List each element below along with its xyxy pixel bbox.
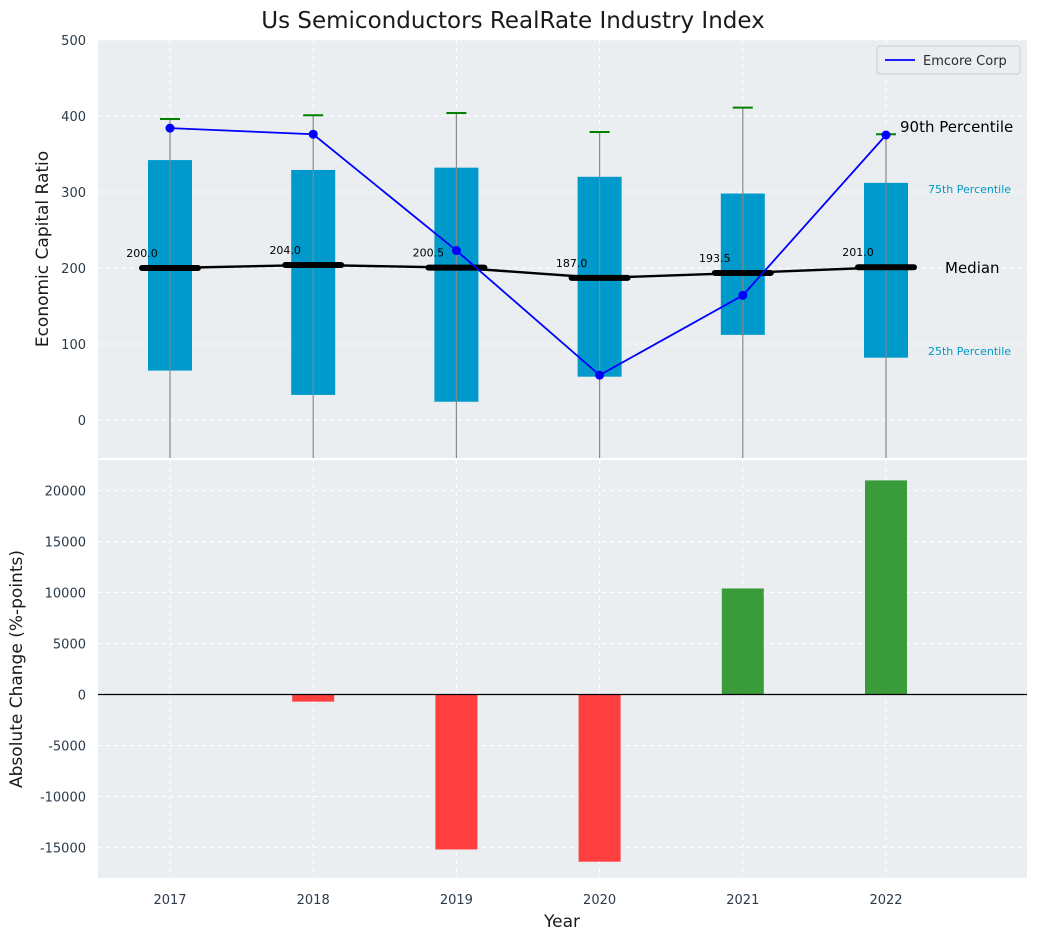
change-bar: [435, 694, 478, 850]
label-25th-percentile: 25th Percentile: [928, 345, 1011, 358]
legend-box: [876, 45, 1021, 75]
top-y-tick-label: 200: [61, 262, 86, 277]
bottom-y-tick-label: 20000: [45, 485, 86, 500]
x-axis-label: Year: [543, 912, 580, 932]
company-series: [165, 123, 891, 380]
bottom-y-tick-label: -10000: [40, 790, 86, 805]
x-ticks: 2017 2018 2019 2020 2021 2022: [153, 893, 902, 908]
bottom-y-tick-label: -5000: [48, 739, 86, 754]
company-point: [451, 246, 461, 256]
bottom-y-ticks: -15000 -10000 -5000 0 5000 10000 15000 20000: [40, 485, 86, 857]
bottom-panel: -15000 -10000 -5000 0 5000 10000 15000 20000 20…: [7, 460, 1027, 932]
label-90th-percentile: 90th Percentile: [900, 118, 1013, 136]
median-series: 200.0 204.0 200.5 187.0 193.5 201.0: [126, 244, 917, 281]
median-value-label: 200.0: [126, 247, 158, 260]
bottom-y-tick-label: 15000: [45, 536, 86, 551]
bottom-y-tick-label: -15000: [40, 841, 86, 856]
legend: Emcore Corp: [876, 45, 1021, 75]
label-75th-percentile: 75th Percentile: [928, 183, 1011, 196]
change-bar: [292, 694, 335, 702]
company-line: [169, 127, 887, 377]
label-median: Median: [945, 259, 1000, 277]
change-bar: [721, 588, 764, 695]
company-point: [165, 123, 175, 133]
legend-label-emcore: Emcore Corp: [923, 54, 1007, 69]
bottom-y-tick-label: 0: [78, 688, 86, 703]
bottom-y-tick-label: 10000: [45, 587, 86, 602]
x-tick-label: 2022: [869, 893, 902, 908]
change-bar: [578, 694, 621, 862]
median-value-label: 201.0: [842, 246, 874, 259]
top-y-tick-label: 500: [61, 34, 86, 49]
top-y-tick-label: 400: [61, 110, 86, 125]
company-point: [738, 290, 748, 300]
bottom-y-tick-label: 5000: [53, 638, 86, 653]
chart-title: Us Semiconductors RealRate Industry Inde…: [261, 8, 765, 34]
x-tick-label: 2018: [297, 893, 330, 908]
top-y-tick-label: 300: [61, 186, 86, 201]
company-point: [881, 130, 891, 140]
median-value-label: 204.0: [269, 244, 301, 257]
change-bars: [98, 480, 1027, 862]
x-tick-label: 2017: [153, 893, 186, 908]
bottom-y-axis-label: Absolute Change (%-points): [7, 550, 27, 788]
median-value-label: 193.5: [699, 252, 731, 265]
top-y-ticks: 0 100 200 300 400 500: [61, 34, 86, 429]
x-tick-label: 2021: [726, 893, 759, 908]
median-value-label: 200.5: [413, 247, 445, 260]
top-y-tick-label: 0: [78, 414, 86, 429]
company-point: [595, 370, 605, 380]
percentile-annotations: 90th Percentile 75th Percentile Median 2…: [900, 118, 1013, 358]
change-bar: [865, 480, 907, 695]
company-point: [308, 129, 318, 139]
median-value-label: 187.0: [556, 257, 588, 270]
x-tick-label: 2020: [583, 893, 616, 908]
top-panel: 0 100 200 300 400 500 200.0 204.0 200.5 187.0 193…: [33, 34, 1027, 458]
top-y-axis-label: Economic Capital Ratio: [33, 151, 53, 347]
x-tick-label: 2019: [440, 893, 473, 908]
top-y-tick-label: 100: [61, 338, 86, 353]
